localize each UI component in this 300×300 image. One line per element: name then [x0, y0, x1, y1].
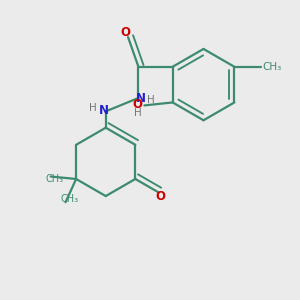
Text: O: O: [121, 26, 131, 39]
Text: CH₃: CH₃: [262, 62, 281, 72]
Text: CH₃: CH₃: [60, 194, 78, 204]
Text: O: O: [155, 190, 165, 203]
Text: H: H: [134, 108, 142, 118]
Text: H: H: [89, 103, 97, 113]
Text: CH₃: CH₃: [45, 175, 63, 184]
Text: O: O: [133, 98, 143, 111]
Text: N: N: [99, 104, 109, 117]
Text: N: N: [136, 92, 146, 105]
Text: H: H: [147, 95, 155, 105]
